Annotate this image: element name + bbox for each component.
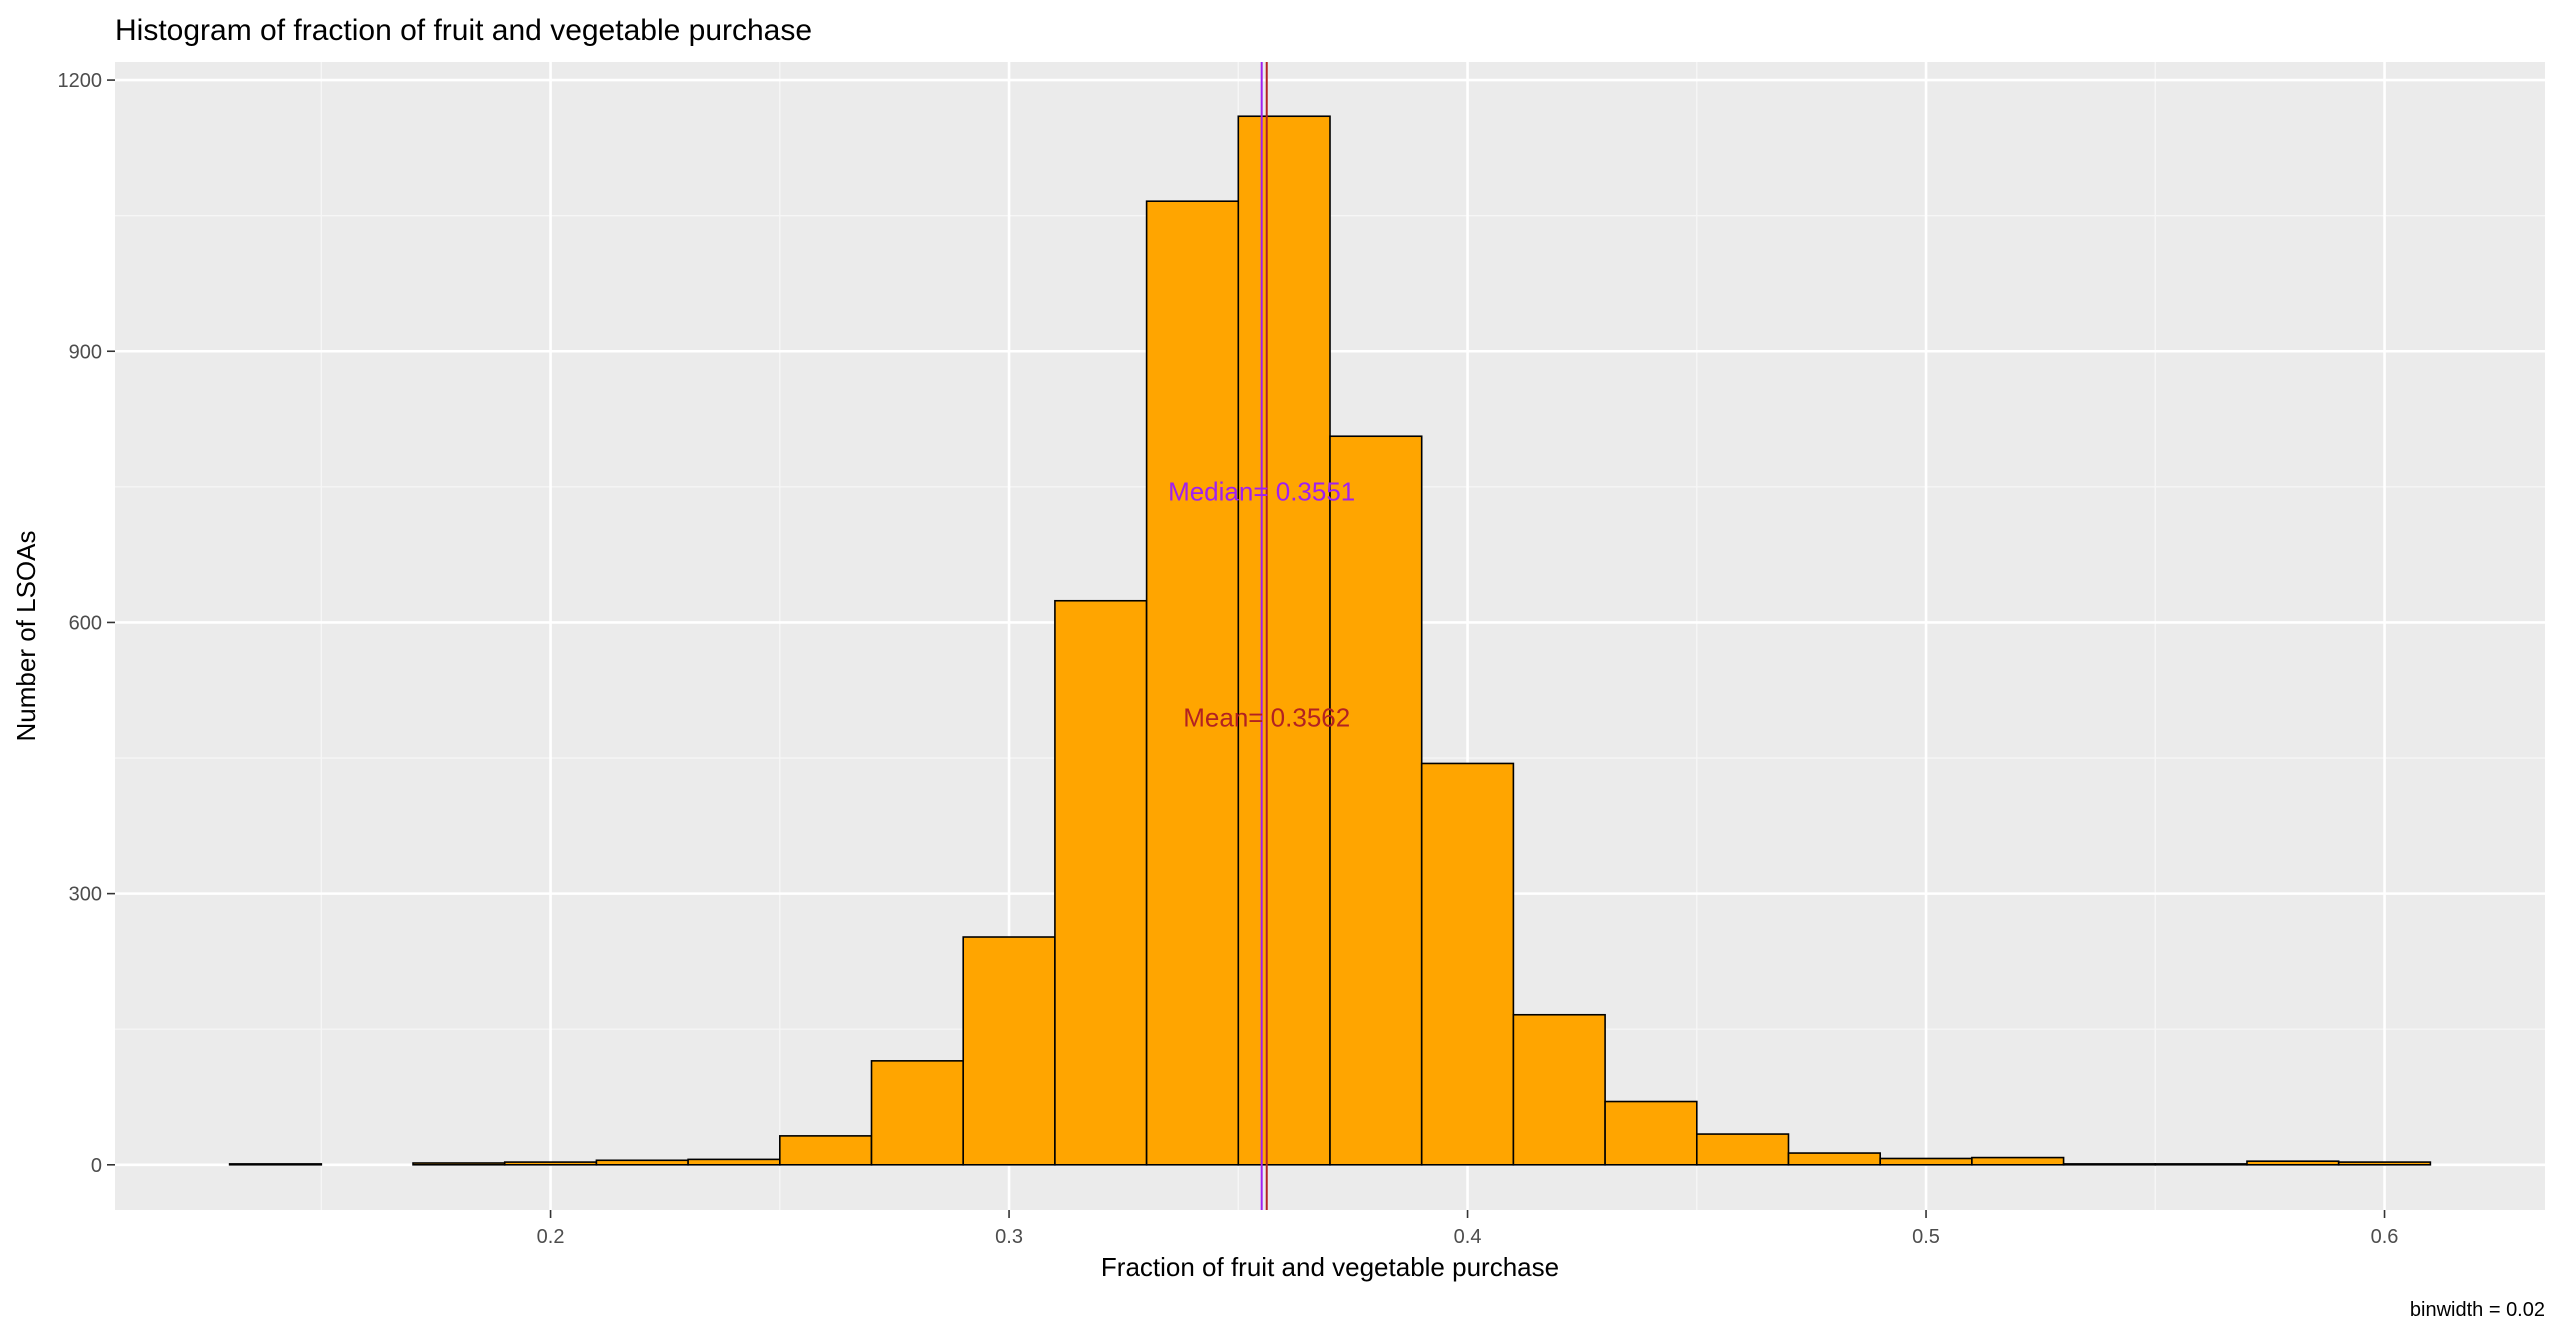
histogram-bar — [1237, 115, 1331, 1166]
x-tick-label: 0.2 — [537, 1226, 565, 1248]
y-tick-label: 0 — [91, 1155, 102, 1177]
binwidth-caption: binwidth = 0.02 — [2410, 1299, 2545, 1321]
histogram-bars — [228, 115, 2432, 1166]
histogram-bar — [1604, 1100, 1698, 1166]
histogram-bar — [1512, 1013, 1606, 1166]
histogram-bar — [870, 1060, 965, 1166]
y-tick-label: 300 — [69, 884, 102, 906]
histogram-bar — [1879, 1157, 1973, 1166]
x-tick-label: 0.6 — [2371, 1226, 2399, 1248]
x-tick-label: 0.4 — [1454, 1226, 1482, 1248]
histogram-bar — [2062, 1163, 2157, 1166]
x-axis-title: Fraction of fruit and vegetable purchase — [1101, 1252, 1559, 1282]
histogram-bar — [2337, 1161, 2432, 1166]
reference-lines: Median= 0.3551 Mean= 0.3562 — [1168, 62, 1355, 1210]
histogram-bar — [1329, 435, 1423, 1166]
x-tick-label: 0.5 — [1912, 1226, 1940, 1248]
histogram-bar — [228, 1163, 323, 1166]
x-axis-ticks: 0.2 0.3 0.4 0.5 0.6 — [537, 1210, 2399, 1248]
y-tick-label: 600 — [69, 612, 102, 634]
y-tick-label: 1200 — [58, 70, 103, 92]
y-axis-ticks: 0 300 600 900 1200 — [58, 70, 115, 1177]
histogram-bar — [2246, 1160, 2340, 1166]
histogram-bar — [1420, 762, 1515, 1166]
histogram-bar — [962, 936, 1056, 1166]
histogram-bar — [1971, 1156, 2065, 1166]
chart-title: Histogram of fraction of fruit and veget… — [115, 14, 812, 47]
x-tick-label: 0.3 — [995, 1226, 1023, 1248]
histogram-bar — [2154, 1163, 2248, 1166]
y-axis-title: Number of LSOAs — [11, 531, 41, 742]
median-label: Median= 0.3551 — [1168, 476, 1355, 506]
histogram-bar — [687, 1158, 781, 1166]
mean-label: Mean= 0.3562 — [1183, 702, 1350, 732]
histogram-bar — [1054, 599, 1148, 1166]
histogram-bar — [595, 1159, 689, 1166]
y-tick-label: 900 — [69, 341, 102, 363]
histogram-bar — [779, 1135, 873, 1166]
histogram-bar — [1145, 200, 1240, 1166]
histogram-bar — [1787, 1152, 1881, 1166]
histogram-bar — [503, 1161, 598, 1166]
histogram-bar — [1695, 1133, 1790, 1166]
histogram-bar — [412, 1162, 506, 1166]
